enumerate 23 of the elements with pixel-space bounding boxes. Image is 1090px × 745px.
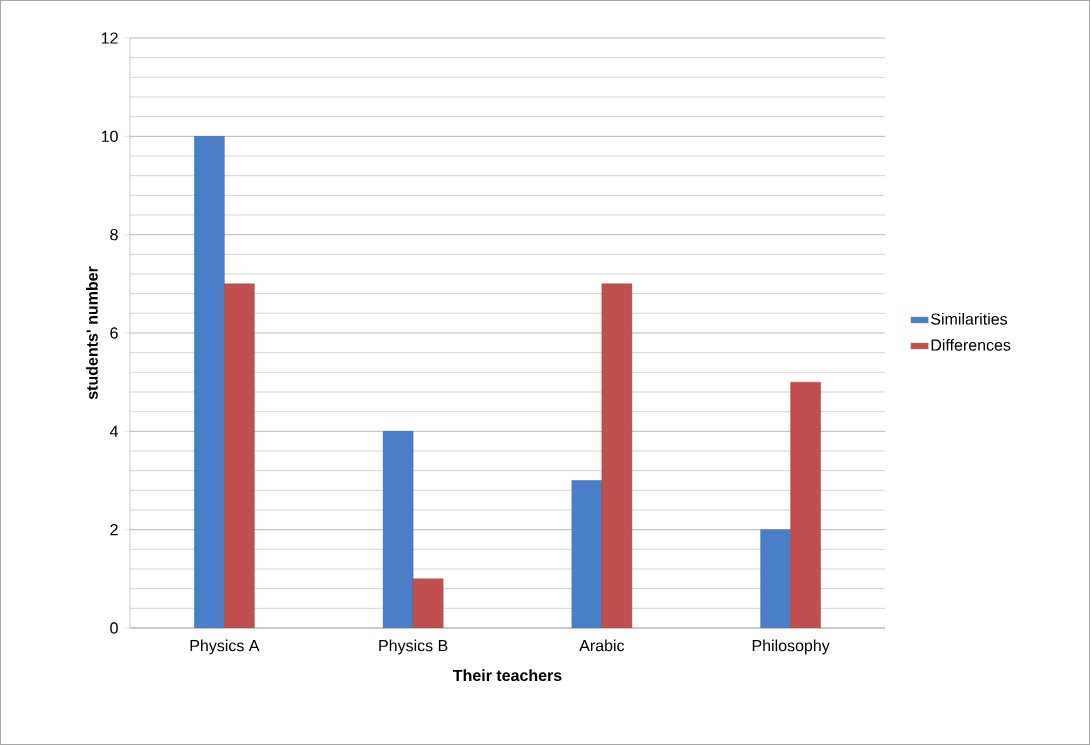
bar (601, 283, 633, 628)
bar (194, 136, 225, 628)
x-tick-label: Physics A (190, 639, 260, 655)
bar (571, 480, 603, 628)
y-tick-label: 2 (110, 524, 118, 536)
y-tick-label: 0 (110, 622, 118, 634)
y-tick-label: 12 (101, 32, 118, 44)
y-tick-label: 4 (109, 425, 118, 437)
bar (412, 578, 444, 628)
x-axis-title: Their teachers (452, 669, 562, 682)
x-tick-label: Arabic (579, 639, 625, 652)
y-tick-label: 10 (101, 130, 118, 142)
y-axis-title: students' number (86, 266, 98, 400)
bar (382, 431, 414, 628)
legend-label: Differences (931, 339, 1011, 351)
bar (790, 381, 821, 628)
x-tick-label: Philosophy (752, 639, 830, 655)
y-tick-label: 8 (110, 229, 118, 241)
x-tick-label: Physics B (379, 639, 448, 655)
y-tick-label: 6 (110, 327, 118, 339)
bar (224, 283, 255, 628)
legend-label: Similarities (931, 313, 1008, 325)
bar (760, 529, 791, 628)
